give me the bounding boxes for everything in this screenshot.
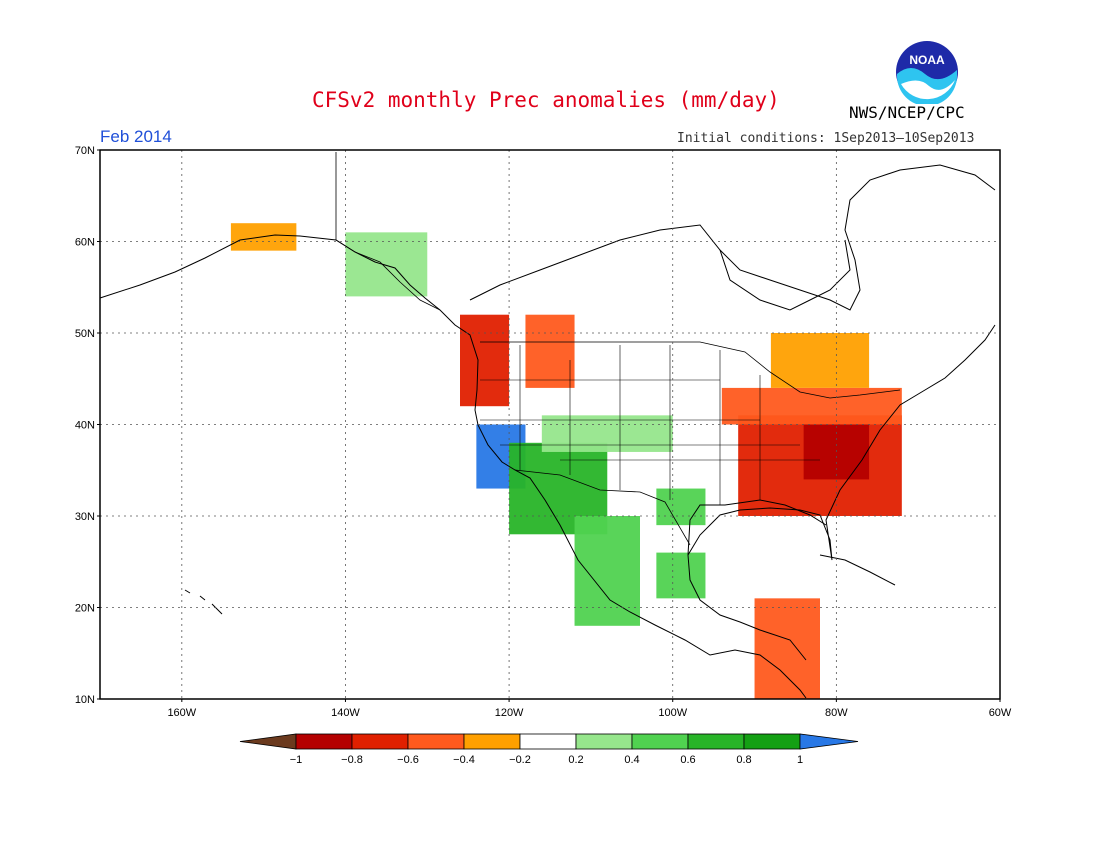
colorbar-swatch: [631, 733, 689, 750]
colorbar-swatch: [743, 733, 801, 750]
north-america-coastline: [99, 234, 996, 699]
lat-label: 60N: [75, 237, 95, 249]
colorbar-swatch: [295, 733, 353, 750]
lon-label: 80W: [825, 707, 848, 719]
colorbar-label: 0.8: [736, 754, 751, 766]
anomaly-region-northern-rockies: [525, 314, 575, 388]
anomaly-region-central-america: [754, 598, 820, 699]
lat-label: 20N: [75, 603, 95, 615]
colorbar-label: −0.8: [341, 754, 363, 766]
lat-label: 30N: [75, 511, 95, 523]
initial-conditions: Initial conditions: 1Sep2013–10Sep2013: [677, 131, 975, 146]
hawaii: [184, 589, 223, 615]
colorbar-label: 0.2: [568, 754, 583, 766]
colorbar-label: −0.6: [397, 754, 419, 766]
us-mexico-border: [514, 469, 691, 546]
lat-lon-grid: [100, 150, 1000, 699]
colorbar-right-arrow: [799, 733, 859, 750]
coastline-layer: [99, 152, 996, 699]
canada-arctic-coast: [469, 164, 996, 311]
chart-title: CFSv2 monthly Prec anomalies (mm/day): [312, 88, 780, 112]
anomaly-region-mexico-west: [574, 516, 640, 626]
colorbar-swatch: [407, 733, 465, 750]
anomaly-region-great-basin: [541, 415, 673, 452]
alaska-border: [335, 152, 441, 311]
gulf-of-mexico-coast: [687, 499, 827, 556]
lon-label: 160W: [167, 707, 196, 719]
lat-label: 50N: [75, 328, 95, 340]
anomaly-region-ontario: [770, 333, 870, 388]
agency-label: NWS/NCEP/CPC: [849, 103, 965, 122]
lon-label: 120W: [495, 707, 524, 719]
colorbar-label: 1: [797, 754, 803, 766]
colorbar-label: −0.4: [453, 754, 475, 766]
colorbar-swatch: [519, 733, 577, 750]
anomaly-region-texas: [656, 488, 706, 526]
longitude-labels: 160W 140W 120W 100W 80W 60W: [167, 699, 1012, 719]
hudson-bay: [719, 239, 851, 311]
lon-label: 140W: [331, 707, 360, 719]
forecast-month: Feb 2014: [100, 127, 172, 146]
colorbar-swatch: [575, 733, 633, 750]
us-canada-border: [480, 341, 901, 399]
colorbar-label: 0.6: [680, 754, 695, 766]
colorbar-left-arrow: [239, 733, 297, 750]
lat-label: 10N: [75, 694, 95, 706]
logo-text: NOAA: [909, 53, 945, 67]
anomaly-region-pacific-northwest: [460, 314, 510, 407]
colorbar-label: −0.2: [509, 754, 531, 766]
colorbar-label: −1: [290, 754, 303, 766]
colorbar-label: 0.4: [624, 754, 639, 766]
colorbar-swatch: [351, 733, 409, 750]
lat-label: 70N: [75, 145, 95, 157]
cuba: [819, 554, 896, 586]
noaa-logo-icon: NOAA: [896, 41, 958, 104]
colorbar-swatch: [463, 733, 521, 750]
lon-label: 60W: [989, 707, 1012, 719]
lat-label: 40N: [75, 420, 95, 432]
colorbar-swatch: [687, 733, 745, 750]
colorbar: −1 −0.8 −0.6 −0.4 −0.2 0.2 0.4 0.6 0.8 1: [239, 733, 859, 766]
state-lines: [480, 345, 820, 505]
anomaly-region-alaska-panhandle: [345, 232, 428, 297]
anomaly-layer: [230, 223, 902, 699]
anomaly-region-gulf-coast-mexico: [656, 552, 706, 599]
latitude-labels: 70N 60N 50N 40N 30N 20N 10N: [75, 145, 100, 706]
lon-label: 100W: [658, 707, 687, 719]
